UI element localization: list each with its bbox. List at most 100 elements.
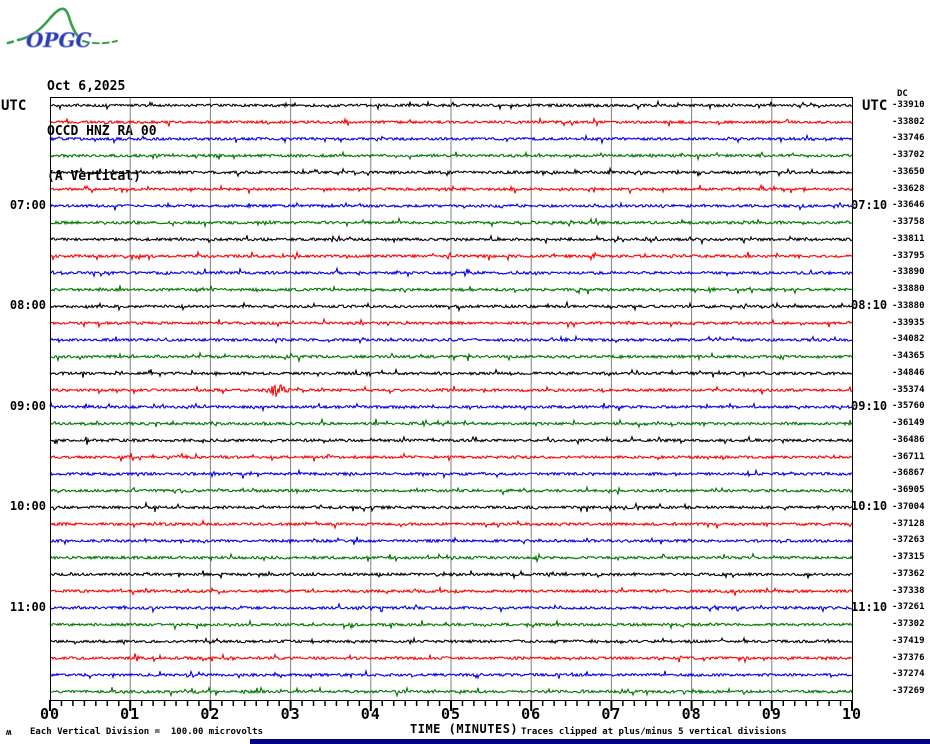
dc-value-07:20: -33811 bbox=[892, 233, 925, 244]
trace-row-10:10 bbox=[49, 518, 853, 530]
x-tick-label-05: 05 bbox=[440, 705, 462, 723]
window-edge-bar bbox=[250, 739, 930, 744]
header-station: OCCD HNZ RA 00 bbox=[47, 124, 157, 139]
left-time-label-07:00: 07:00 bbox=[9, 197, 46, 212]
dc-value-07:40: -33890 bbox=[892, 267, 925, 278]
dc-value-09:50: -36905 bbox=[892, 485, 925, 496]
dc-value-08:30: -34365 bbox=[892, 351, 925, 362]
right-time-label-09:10: 09:10 bbox=[851, 398, 888, 413]
dc-value-09:10: -36149 bbox=[892, 418, 925, 429]
trace-row-08:30 bbox=[49, 351, 853, 364]
trace-row-10:30 bbox=[49, 552, 853, 564]
dc-value-07:30: -33795 bbox=[892, 250, 925, 261]
trace-row-09:40 bbox=[49, 468, 853, 480]
trace-row-11:20 bbox=[49, 636, 853, 646]
dc-value-08:50: -35374 bbox=[892, 384, 925, 395]
wiggle-icon: ʍ bbox=[6, 728, 12, 738]
dc-value-09:00: -35760 bbox=[892, 401, 925, 412]
right-time-label-11:10: 11:10 bbox=[851, 599, 888, 614]
trace-row-11:50 bbox=[49, 685, 853, 698]
dc-value-09:40: -36867 bbox=[892, 468, 925, 479]
utc-label-left: UTC bbox=[1, 98, 27, 114]
trace-row-08:10 bbox=[49, 317, 853, 330]
trace-row-11:40 bbox=[49, 668, 853, 680]
right-time-label-07:10: 07:10 bbox=[851, 197, 888, 212]
dc-value-09:30: -36711 bbox=[892, 451, 925, 462]
trace-row-08:00 bbox=[49, 300, 853, 313]
trace-row-06:20 bbox=[49, 133, 853, 146]
dc-value-07:10: -33758 bbox=[892, 217, 925, 228]
x-axis-title: TIME (MINUTES) bbox=[410, 722, 519, 736]
x-tick-label-04: 04 bbox=[360, 705, 381, 723]
dc-value-06:10: -33802 bbox=[892, 116, 925, 127]
dc-value-08:10: -33935 bbox=[892, 317, 925, 328]
x-tick-label-03: 03 bbox=[280, 705, 301, 723]
trace-row-08:50 bbox=[49, 384, 853, 397]
trace-row-06:00 bbox=[49, 99, 853, 112]
trace-row-10:20 bbox=[49, 536, 853, 546]
dc-value-08:20: -34082 bbox=[892, 334, 925, 345]
trace-row-08:20 bbox=[49, 334, 853, 345]
dc-value-11:20: -37419 bbox=[892, 635, 925, 646]
dc-value-06:40: -33650 bbox=[892, 166, 925, 177]
utc-label-right: UTC bbox=[862, 98, 888, 114]
logo-mountain-curve bbox=[6, 7, 118, 45]
trace-row-09:00 bbox=[49, 400, 853, 413]
trace-row-06:50 bbox=[49, 183, 853, 195]
dc-value-10:40: -37362 bbox=[892, 568, 925, 579]
opgc-logo: OPGC bbox=[6, 7, 118, 52]
trace-row-07:40 bbox=[49, 266, 853, 279]
dc-value-07:50: -33880 bbox=[892, 284, 925, 295]
left-time-label-09:00: 09:00 bbox=[9, 398, 46, 413]
left-time-label-08:00: 08:00 bbox=[9, 298, 46, 313]
x-tick-label-00: 00 bbox=[39, 705, 61, 723]
dc-value-10:00: -37004 bbox=[892, 501, 925, 512]
dc-value-09:20: -36486 bbox=[892, 434, 925, 445]
trace-row-07:30 bbox=[49, 250, 853, 262]
dc-value-07:00: -33646 bbox=[892, 200, 925, 211]
dc-value-06:20: -33746 bbox=[892, 133, 925, 144]
trace-row-10:50 bbox=[49, 585, 853, 596]
trace-row-08:40 bbox=[49, 367, 853, 378]
x-tick-label-06: 06 bbox=[521, 705, 542, 723]
x-tick-label-09: 09 bbox=[761, 705, 782, 723]
dc-value-11:30: -37376 bbox=[892, 652, 925, 663]
trace-row-09:30 bbox=[49, 451, 853, 463]
dc-value-06:00: -33910 bbox=[892, 99, 925, 110]
dc-value-10:50: -37338 bbox=[892, 585, 925, 596]
right-time-label-08:10: 08:10 bbox=[851, 298, 888, 313]
x-tick-label-10: 10 bbox=[841, 705, 863, 723]
dc-value-10:30: -37315 bbox=[892, 552, 925, 563]
trace-row-07:00 bbox=[49, 201, 853, 212]
dc-value-11:50: -37269 bbox=[892, 686, 925, 697]
dc-value-11:10: -37302 bbox=[892, 619, 925, 630]
vertical-division-note: Each Vertical Division = 100.00 microvol… bbox=[30, 727, 263, 737]
trace-row-11:30 bbox=[49, 652, 853, 665]
trace-row-10:40 bbox=[49, 569, 853, 580]
trace-row-06:30 bbox=[49, 150, 853, 162]
left-time-label-11:00: 11:00 bbox=[9, 599, 46, 614]
dc-value-10:20: -37263 bbox=[892, 535, 925, 546]
x-tick-label-08: 08 bbox=[681, 705, 702, 723]
right-time-label-10:10: 10:10 bbox=[851, 499, 888, 514]
x-tick-label-07: 07 bbox=[601, 705, 622, 723]
trace-row-07:50 bbox=[49, 284, 853, 296]
trace-row-07:20 bbox=[49, 234, 853, 246]
dc-value-11:00: -37261 bbox=[892, 602, 925, 613]
trace-row-10:00 bbox=[49, 500, 853, 514]
logo-text: OPGC bbox=[26, 28, 92, 52]
trace-row-06:40 bbox=[49, 166, 853, 178]
clip-note: Traces clipped at plus/minus 5 vertical … bbox=[521, 727, 787, 737]
dc-value-06:30: -33702 bbox=[892, 150, 925, 161]
trace-row-07:10 bbox=[49, 216, 853, 229]
trace-row-09:10 bbox=[49, 417, 853, 429]
dc-value-08:40: -34846 bbox=[892, 367, 925, 378]
left-time-label-10:00: 10:00 bbox=[9, 499, 46, 514]
dc-value-06:50: -33628 bbox=[892, 183, 925, 194]
trace-row-09:20 bbox=[49, 434, 853, 446]
trace-row-11:10 bbox=[49, 618, 853, 631]
dc-column-label: DC bbox=[897, 89, 908, 99]
dc-value-11:40: -37274 bbox=[892, 669, 925, 680]
dc-value-08:00: -33880 bbox=[892, 300, 925, 311]
